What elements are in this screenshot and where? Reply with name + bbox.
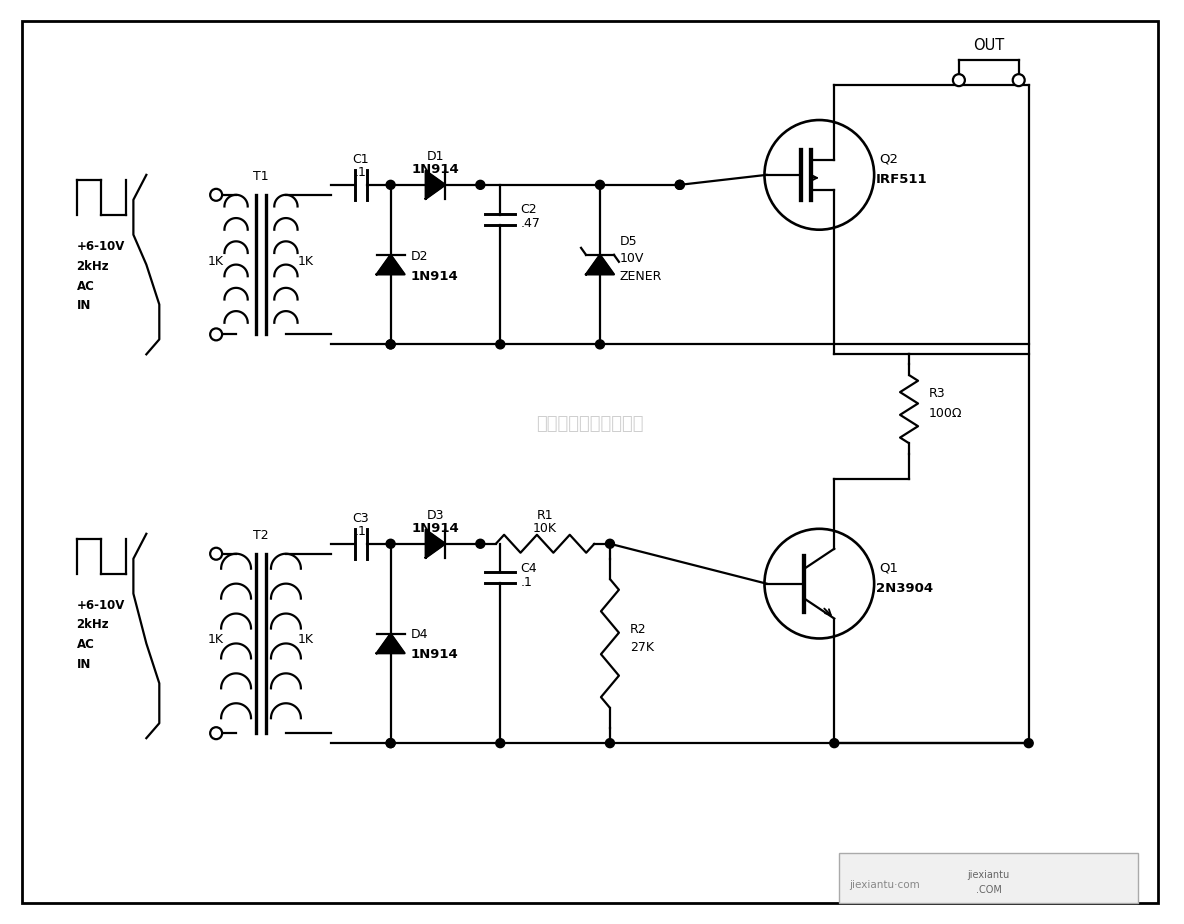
Text: 2kHz: 2kHz xyxy=(77,618,109,631)
Circle shape xyxy=(830,738,838,748)
Text: D2: D2 xyxy=(411,249,429,262)
Circle shape xyxy=(210,328,223,340)
Circle shape xyxy=(675,180,684,189)
Circle shape xyxy=(386,738,395,748)
Circle shape xyxy=(605,738,614,748)
Text: Q1: Q1 xyxy=(880,562,899,575)
Circle shape xyxy=(596,340,605,349)
Circle shape xyxy=(386,540,395,548)
Text: .COM: .COM xyxy=(976,884,1002,894)
Text: 10V: 10V xyxy=(620,251,644,264)
Circle shape xyxy=(210,727,223,739)
Circle shape xyxy=(210,188,223,201)
Text: .1: .1 xyxy=(355,166,367,179)
Text: C4: C4 xyxy=(520,562,536,575)
Text: Q2: Q2 xyxy=(880,152,899,166)
Circle shape xyxy=(386,340,395,349)
FancyBboxPatch shape xyxy=(21,21,1158,903)
Polygon shape xyxy=(377,634,405,653)
Text: .47: .47 xyxy=(520,217,540,230)
Circle shape xyxy=(476,180,484,189)
Text: C3: C3 xyxy=(353,512,369,525)
Text: 2kHz: 2kHz xyxy=(77,260,109,273)
Text: IN: IN xyxy=(77,299,91,312)
Text: 1N914: 1N914 xyxy=(411,270,458,283)
Text: R1: R1 xyxy=(536,509,553,522)
Text: .1: .1 xyxy=(520,576,532,589)
Circle shape xyxy=(386,738,395,748)
Text: C2: C2 xyxy=(520,202,536,215)
Text: D4: D4 xyxy=(411,628,429,641)
Polygon shape xyxy=(377,255,405,274)
Circle shape xyxy=(210,548,223,560)
Text: 杭州将睿科技有限公司: 杭州将睿科技有限公司 xyxy=(536,415,644,433)
FancyBboxPatch shape xyxy=(839,853,1138,903)
Text: 2N3904: 2N3904 xyxy=(876,581,933,595)
Text: T1: T1 xyxy=(253,170,269,183)
Text: D5: D5 xyxy=(620,235,637,248)
Text: R3: R3 xyxy=(929,387,946,400)
Text: C1: C1 xyxy=(353,152,369,166)
Text: 1K: 1K xyxy=(208,634,224,647)
Polygon shape xyxy=(586,255,614,274)
Text: 1N914: 1N914 xyxy=(412,163,459,176)
Text: .1: .1 xyxy=(355,525,367,538)
Circle shape xyxy=(675,180,684,189)
Text: 10K: 10K xyxy=(533,522,558,535)
Circle shape xyxy=(386,340,395,349)
Text: D3: D3 xyxy=(426,509,444,522)
Text: 1K: 1K xyxy=(298,634,314,647)
Text: +6-10V: +6-10V xyxy=(77,599,126,612)
Text: jiexiantu·com: jiexiantu·com xyxy=(849,880,920,890)
Circle shape xyxy=(596,180,605,189)
Text: 1K: 1K xyxy=(298,255,314,268)
Text: IRF511: IRF511 xyxy=(876,173,928,186)
Circle shape xyxy=(605,540,614,548)
Circle shape xyxy=(496,738,504,748)
Text: ZENER: ZENER xyxy=(620,270,662,283)
Text: 1N914: 1N914 xyxy=(412,522,459,535)
Text: +6-10V: +6-10V xyxy=(77,239,126,252)
Circle shape xyxy=(1024,738,1034,748)
Text: 1N914: 1N914 xyxy=(411,649,458,662)
Circle shape xyxy=(1012,74,1024,86)
Text: D1: D1 xyxy=(426,150,444,163)
Text: 1K: 1K xyxy=(208,255,224,268)
Text: AC: AC xyxy=(77,638,95,651)
Text: R2: R2 xyxy=(630,624,646,637)
Circle shape xyxy=(953,74,965,86)
Text: 27K: 27K xyxy=(630,641,654,654)
Text: IN: IN xyxy=(77,659,91,672)
Polygon shape xyxy=(426,529,445,558)
Text: OUT: OUT xyxy=(973,38,1004,54)
Text: T2: T2 xyxy=(253,529,269,541)
Text: jiexiantu: jiexiantu xyxy=(967,869,1010,880)
Circle shape xyxy=(476,540,484,548)
Circle shape xyxy=(386,180,395,189)
Text: AC: AC xyxy=(77,280,95,293)
Text: 100Ω: 100Ω xyxy=(929,407,963,420)
Polygon shape xyxy=(426,171,445,199)
Circle shape xyxy=(496,340,504,349)
